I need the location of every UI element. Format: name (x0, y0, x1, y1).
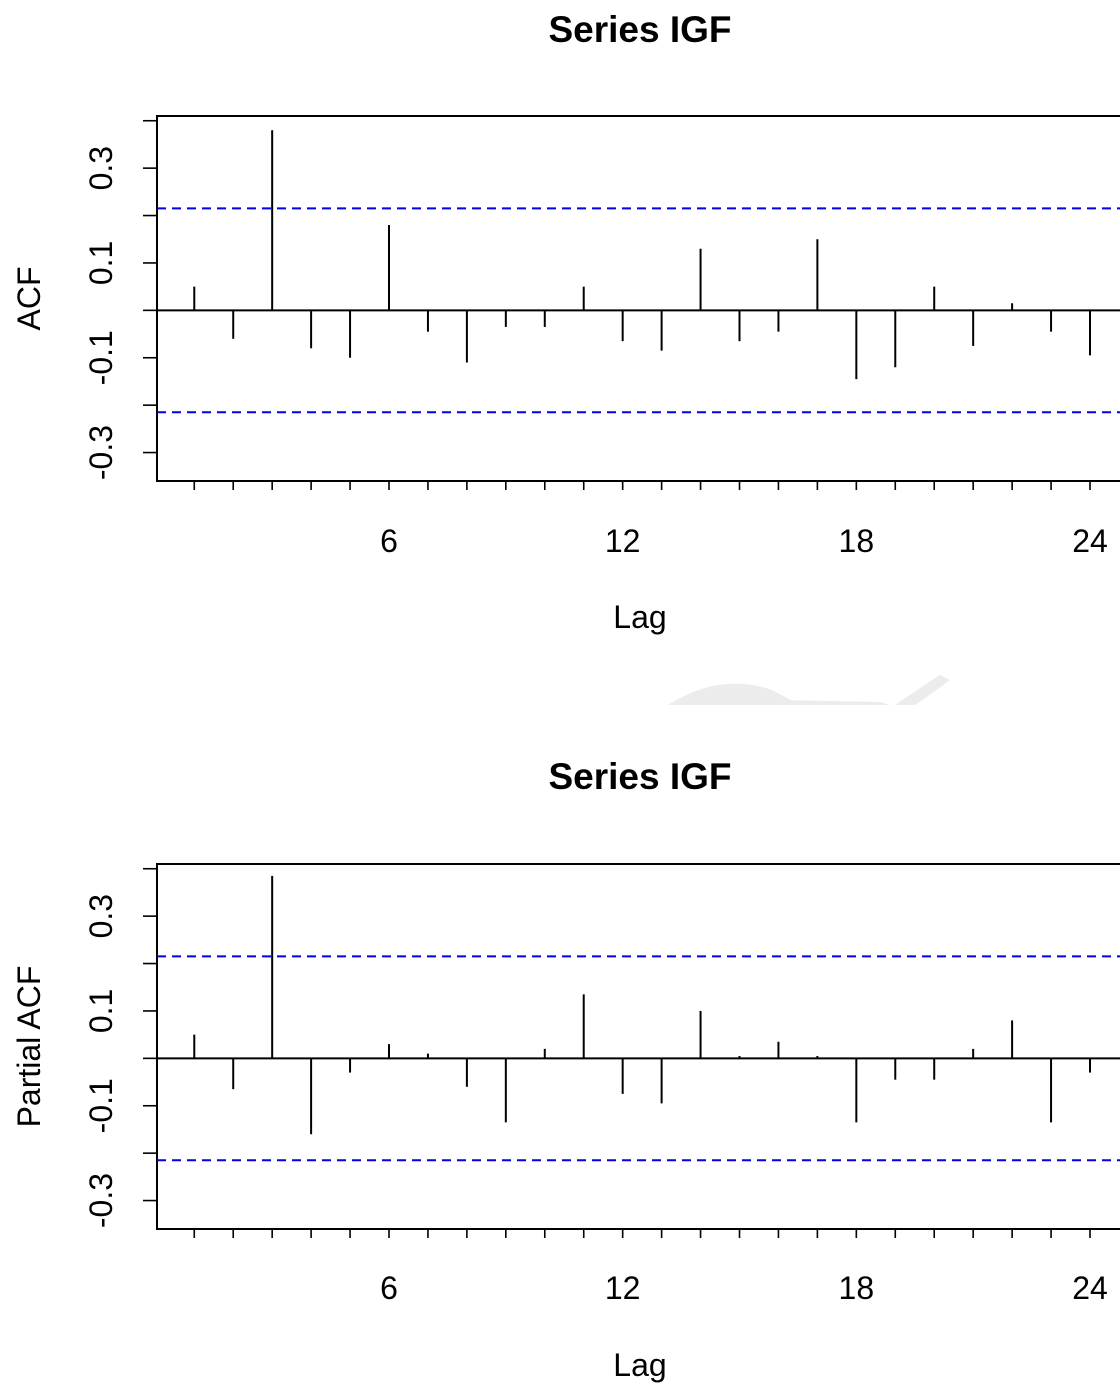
pacf-y-tick-label: 0.1 (83, 989, 119, 1033)
pacf-x-tick-label: 6 (380, 1270, 398, 1306)
pacf-x-tick-label: 18 (839, 1270, 875, 1306)
pacf-panel: Series IGF -0.3 -0.1 0.1 0.3 Partial ACF 6 12 18… (11, 756, 1120, 1383)
pacf-frame (156, 863, 1120, 1230)
pacf-x-tick-label: 12 (605, 1270, 641, 1306)
acf-frame (156, 115, 1120, 482)
acf-y-tick-label: 0.1 (83, 241, 119, 285)
watermark (668, 675, 950, 705)
acf-xlabel: Lag (613, 599, 666, 635)
acf-x-tick-label: 12 (605, 523, 641, 559)
acf-y-tick-label: -0.1 (83, 330, 119, 385)
pacf-ylabel: Partial ACF (11, 966, 47, 1128)
pacf-y-tick-label: -0.3 (83, 1173, 119, 1228)
pacf-title: Series IGF (548, 756, 731, 797)
acf-y-tick-label: -0.3 (83, 425, 119, 480)
pacf-y-tick-label: 0.3 (83, 894, 119, 938)
acf-y-tick-label: 0.3 (83, 146, 119, 190)
acf-x-tick-label: 18 (839, 523, 875, 559)
acf-ylabel: ACF (11, 267, 47, 331)
pacf-y-tick-label: -0.1 (83, 1078, 119, 1133)
pacf-xlabel: Lag (613, 1347, 666, 1383)
acf-title: Series IGF (548, 9, 731, 50)
pacf-x-tick-label: 24 (1072, 1270, 1108, 1306)
acf-panel: Series IGF -0.3 -0.1 0.1 0.3 ACF 6 12 18 24 Lag (11, 9, 1120, 635)
acf-x-tick-label: 24 (1072, 523, 1108, 559)
acf-x-tick-label: 6 (380, 523, 398, 559)
